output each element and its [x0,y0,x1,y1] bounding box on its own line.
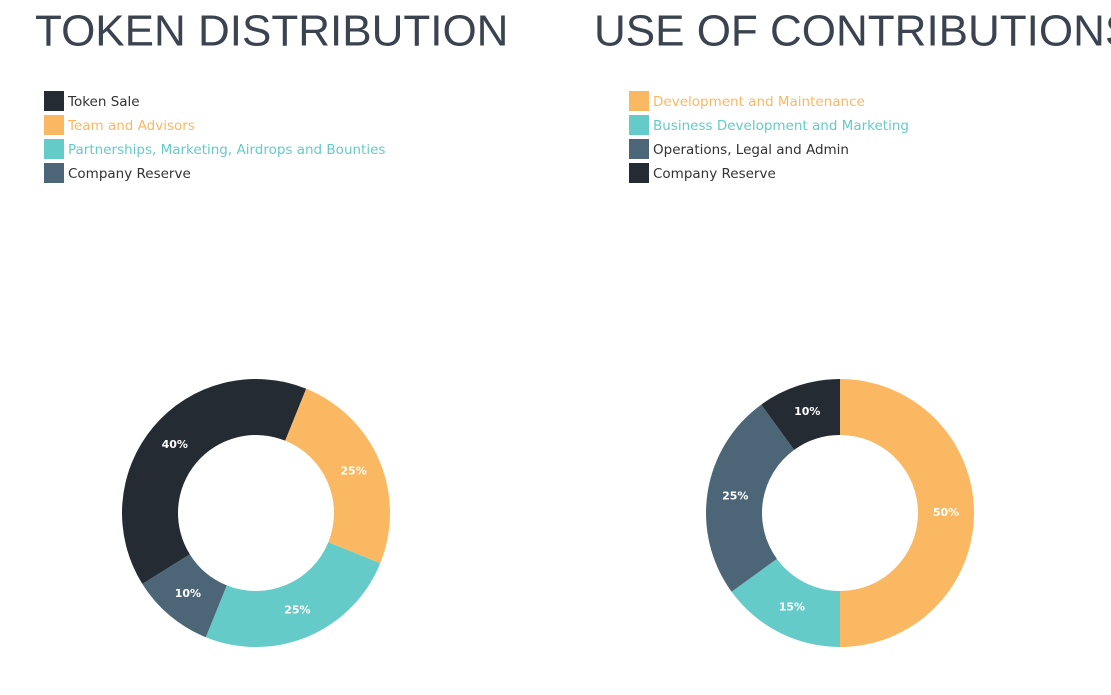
chart-title: TOKEN DISTRIBUTION [35,7,508,56]
legend-swatch [44,163,64,183]
donut-slice [706,404,795,592]
legend-swatch [629,115,649,135]
donut-slice [761,379,840,450]
legend-label: Business Development and Marketing [653,118,909,134]
slice-label: 40% [162,438,188,451]
legend-label: Development and Maintenance [653,94,865,110]
slice-label: 25% [722,489,748,502]
legend-swatch [44,91,64,111]
legend-swatch [629,139,649,159]
slice-label: 25% [284,604,310,617]
donut-slice [840,379,974,647]
donut-slice [122,379,307,585]
donut-slice [205,542,381,647]
legend-swatch [629,91,649,111]
donut-slice [285,388,391,564]
legend-swatch [44,139,64,159]
slice-label: 15% [779,600,805,613]
legend-swatch [44,115,64,135]
chart-title: USE OF CONTRIBUTIONS [594,7,1111,56]
legend-label: Operations, Legal and Admin [653,142,849,158]
legend-label: Team and Advisors [67,118,195,134]
donut-slice [142,554,227,638]
legend-label: Company Reserve [68,166,191,182]
slice-label: 10% [175,587,201,600]
slice-label: 50% [933,506,959,519]
legend-label: Company Reserve [653,166,776,182]
slice-label: 10% [794,405,820,418]
legend-label: Token Sale [67,94,140,110]
donut-slice [731,558,840,647]
legend-label: Partnerships, Marketing, Airdrops and Bo… [68,142,385,158]
legend-swatch [629,163,649,183]
slice-label: 25% [340,465,366,478]
